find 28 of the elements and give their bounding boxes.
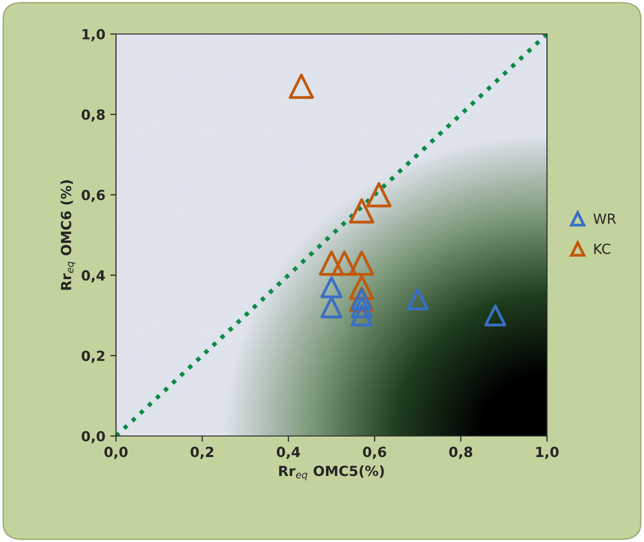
legend-label: WR [593, 214, 616, 224]
point [318, 250, 344, 276]
point [288, 74, 314, 99]
x-axis-title: Rr$_{eq}$ OMC5(%) [279, 465, 384, 480]
legend-label: KC [594, 244, 610, 254]
point [349, 250, 374, 276]
point [350, 304, 373, 326]
y-tick-label: 0,8 [82, 109, 105, 122]
point [332, 250, 358, 276]
y-tick-label: 1,0 [82, 28, 105, 42]
x-tick-label: 0,0 [104, 446, 128, 459]
point [406, 288, 429, 310]
x-tick-label: 0,4 [276, 446, 300, 459]
point [320, 276, 342, 298]
y-tick-label: 0,4 [82, 270, 105, 282]
point [349, 198, 374, 224]
point [320, 296, 342, 318]
y-tick-label: 0,0 [82, 430, 105, 444]
point [350, 296, 373, 318]
point [366, 182, 392, 208]
y-axis-title: Rr$_{eq}$ OMC6 (%) [60, 180, 76, 290]
y-tick-label: 0,6 [82, 190, 105, 202]
x-tick-label: 0,6 [362, 446, 386, 459]
y-tick-label: 0,2 [82, 350, 104, 363]
point [484, 304, 506, 326]
x-tick-label: 0,8 [449, 446, 472, 459]
x-tick-label: 1,0 [536, 446, 559, 459]
x-tick-label: 0,2 [190, 446, 214, 459]
